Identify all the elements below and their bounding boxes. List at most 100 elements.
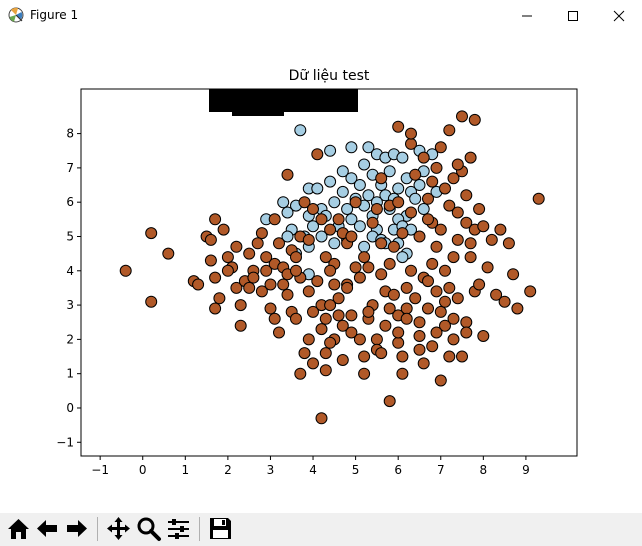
data-point: [490, 288, 503, 301]
x-tick-label: 1: [181, 463, 189, 477]
data-point: [426, 340, 439, 353]
data-point: [447, 312, 460, 325]
data-point: [498, 295, 511, 308]
data-point: [298, 196, 311, 209]
x-tick-label: −1: [91, 463, 109, 477]
data-point: [273, 237, 285, 250]
data-point: [324, 144, 337, 157]
data-point: [392, 182, 405, 195]
close-icon: [613, 10, 625, 22]
data-point: [324, 175, 337, 188]
data-point: [315, 412, 328, 425]
data-point: [260, 251, 273, 264]
data-point: [456, 110, 468, 123]
data-point: [396, 227, 409, 240]
save-button[interactable]: [207, 515, 234, 542]
data-point: [426, 175, 439, 188]
data-point: [336, 185, 349, 198]
minimize-button[interactable]: [504, 0, 550, 31]
figure-canvas[interactable]: Dữ liệu test −1 0 1 2 3 4 5 6 7 8 9 −1 0 1 2 3 4 5 6 7 8: [0, 31, 642, 513]
data-point: [230, 240, 243, 253]
data-point: [447, 172, 460, 185]
data-point: [422, 192, 434, 205]
data-point: [311, 182, 324, 195]
y-tick-label: 0: [66, 401, 74, 415]
toolbar-separator: [97, 517, 98, 541]
data-point: [251, 237, 264, 250]
pan-button[interactable]: [105, 515, 132, 542]
zoom-icon: [137, 517, 161, 541]
minimize-icon: [522, 15, 532, 17]
data-point: [430, 285, 443, 298]
data-point: [460, 326, 473, 339]
data-point: [417, 151, 430, 164]
data-point: [443, 199, 456, 212]
x-tick-label: 8: [480, 463, 488, 477]
data-point: [460, 216, 473, 229]
data-point: [434, 374, 447, 387]
data-point: [345, 326, 358, 339]
data-point: [409, 168, 422, 181]
x-tick-label: 0: [139, 463, 147, 477]
data-point: [451, 158, 464, 171]
zoom-button[interactable]: [135, 515, 162, 542]
close-button[interactable]: [596, 0, 642, 31]
data-point: [328, 196, 341, 209]
data-point: [358, 240, 371, 253]
x-tick-label: 6: [394, 463, 402, 477]
data-point: [209, 302, 222, 315]
data-point: [268, 213, 281, 226]
data-point: [353, 220, 366, 233]
y-tick-label: −1: [56, 435, 74, 449]
data-point: [328, 278, 341, 291]
data-point: [413, 330, 426, 342]
maximize-icon: [568, 11, 578, 21]
data-point: [332, 309, 345, 322]
data-point: [324, 264, 337, 277]
home-button[interactable]: [5, 515, 32, 542]
data-point: [383, 257, 396, 270]
data-point: [264, 278, 277, 291]
data-point: [277, 278, 290, 291]
data-point: [447, 333, 460, 346]
data-point: [477, 330, 490, 342]
data-point: [413, 343, 426, 356]
chart-title: Dữ liệu test: [289, 68, 370, 84]
data-point: [341, 281, 354, 294]
data-point: [234, 299, 247, 312]
data-point: [353, 333, 366, 346]
back-button[interactable]: [34, 515, 61, 542]
data-point: [443, 124, 456, 137]
data-point: [319, 251, 332, 264]
data-point: [281, 168, 294, 181]
maximize-button[interactable]: [550, 0, 596, 31]
data-point: [434, 141, 447, 154]
data-point: [315, 323, 328, 336]
data-point: [221, 251, 234, 264]
data-point: [426, 257, 439, 270]
data-point: [396, 251, 409, 264]
forward-button[interactable]: [63, 515, 90, 542]
y-tick-label: 6: [66, 195, 74, 209]
data-point: [362, 189, 375, 202]
data-point: [353, 271, 366, 284]
configure-subplots-button[interactable]: [165, 515, 192, 542]
data-point: [332, 292, 345, 305]
data-point: [281, 288, 294, 301]
pan-icon: [107, 517, 130, 540]
data-point: [524, 285, 537, 298]
data-point: [451, 206, 464, 219]
data-point: [336, 354, 349, 366]
data-point: [345, 213, 358, 226]
data-point: [264, 302, 277, 315]
x-tick-label: 2: [224, 463, 232, 477]
data-point: [307, 203, 319, 215]
back-icon: [37, 520, 57, 537]
data-point: [213, 292, 226, 305]
data-point: [409, 292, 422, 305]
y-tick-label: 5: [66, 229, 74, 243]
data-point: [422, 213, 434, 226]
data-point: [290, 264, 302, 277]
scatter-plot: Dữ liệu test −1 0 1 2 3 4 5 6 7 8 9 −1 0 1 2 3 4 5 6 7 8: [56, 68, 578, 477]
data-point: [281, 230, 294, 243]
